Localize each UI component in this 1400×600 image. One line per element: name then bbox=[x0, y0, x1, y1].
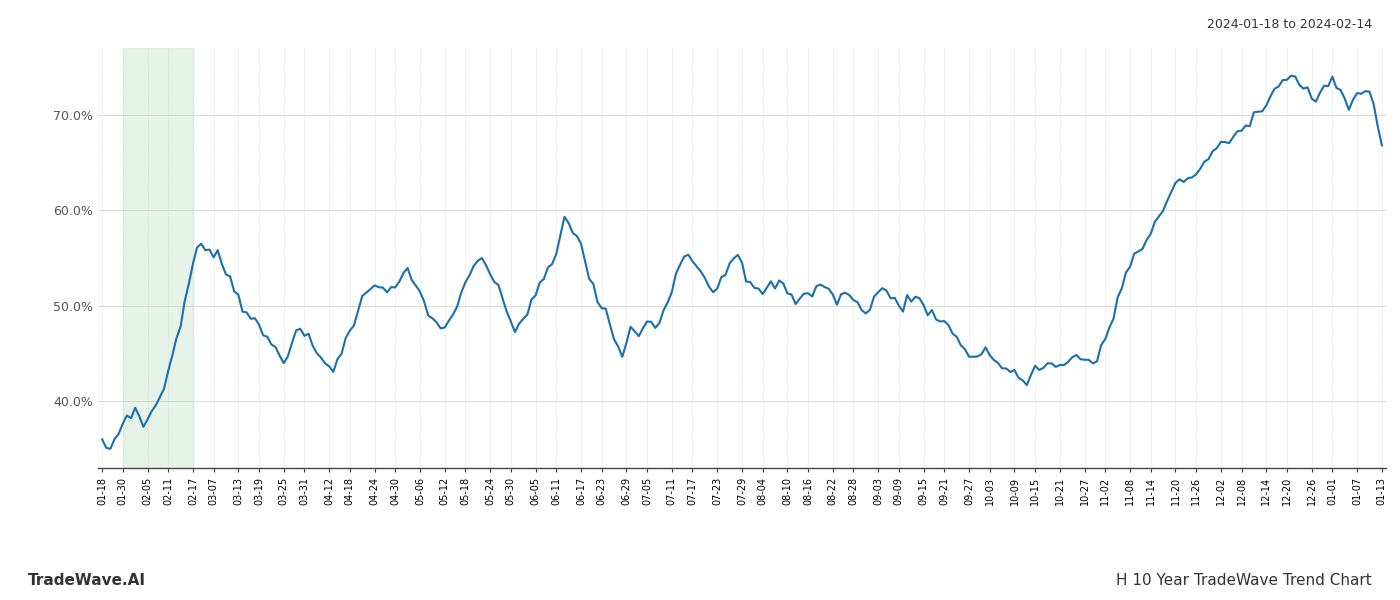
Text: 2024-01-18 to 2024-02-14: 2024-01-18 to 2024-02-14 bbox=[1207, 18, 1372, 31]
Text: H 10 Year TradeWave Trend Chart: H 10 Year TradeWave Trend Chart bbox=[1116, 573, 1372, 588]
Bar bbox=[123, 48, 193, 468]
Text: TradeWave.AI: TradeWave.AI bbox=[28, 573, 146, 588]
